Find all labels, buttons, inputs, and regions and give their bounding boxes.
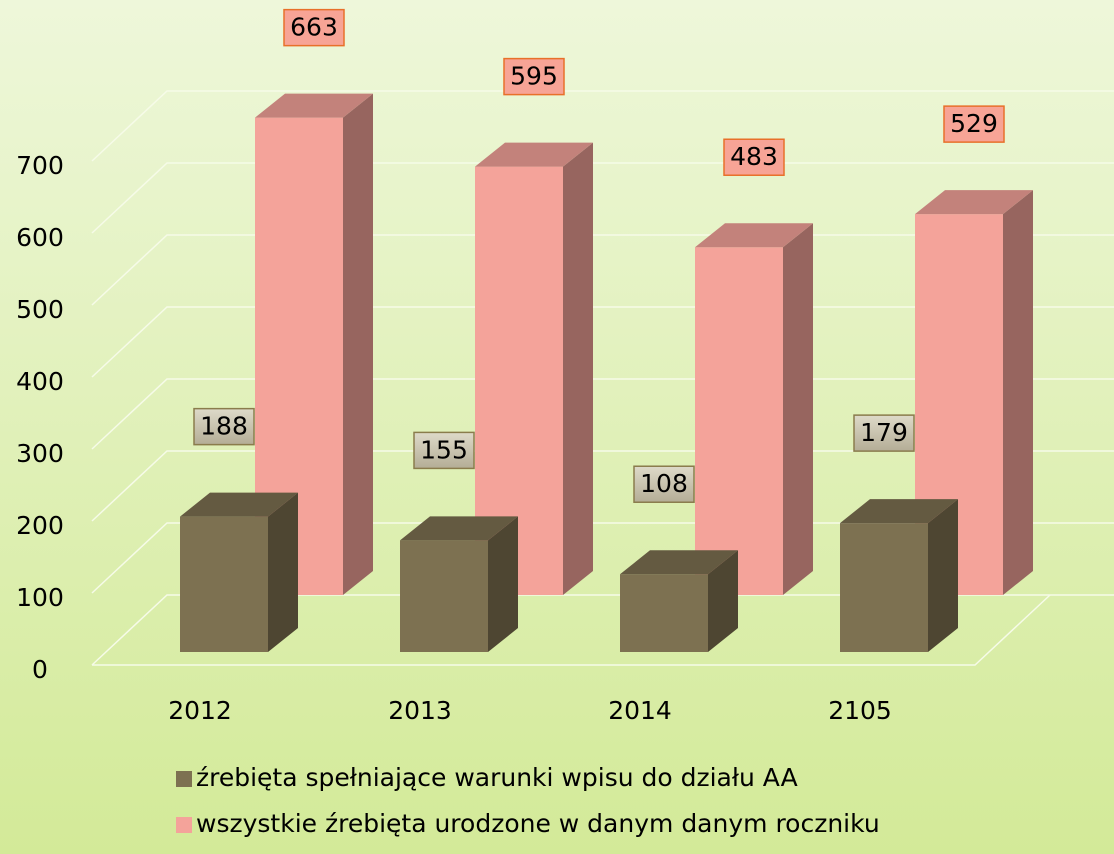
bar-side — [488, 516, 518, 652]
data-label: 529 — [950, 109, 998, 138]
data-label-box — [943, 105, 1005, 143]
x-tick-label: 2013 — [388, 696, 452, 725]
bar-top — [695, 223, 813, 248]
y-tick-label: 700 — [16, 151, 64, 180]
bar — [840, 499, 958, 652]
bar-side — [708, 550, 738, 652]
x-tick-label: 2014 — [608, 696, 672, 725]
bar — [695, 223, 813, 596]
legend-label: źrebięta spełniające warunki wpisu do dz… — [196, 763, 798, 792]
bar-front — [695, 247, 783, 596]
bar-side — [783, 223, 813, 596]
bar-side — [268, 492, 298, 652]
bar — [475, 142, 593, 595]
bar-front — [620, 574, 708, 652]
data-label: 595 — [510, 62, 558, 91]
bar-side — [928, 499, 958, 652]
bar — [400, 516, 518, 652]
bar-side — [343, 93, 373, 595]
y-tick-label: 0 — [32, 655, 48, 684]
legend-swatch — [176, 771, 192, 787]
bar-front — [840, 523, 928, 652]
bar-front — [400, 540, 488, 652]
y-tick-label: 600 — [16, 223, 64, 252]
bar-front — [180, 516, 268, 652]
bar-side — [563, 142, 593, 595]
data-label: 108 — [640, 469, 688, 498]
bar — [180, 492, 298, 652]
x-tick-label: 2105 — [828, 696, 892, 725]
bar-side — [1003, 190, 1033, 595]
bar-top — [180, 492, 298, 517]
bar-top — [255, 93, 373, 118]
data-label-box — [723, 138, 785, 176]
bar-top — [915, 190, 1033, 215]
data-label-box — [413, 431, 475, 470]
legend-label: wszystkie źrebięta urodzone w danym dany… — [196, 809, 880, 838]
bar — [620, 550, 738, 652]
bar-top — [475, 142, 593, 167]
data-label: 155 — [420, 435, 468, 464]
data-label: 188 — [200, 412, 248, 441]
floor-edge — [92, 594, 1051, 666]
data-label-box — [853, 414, 915, 452]
legend-swatch — [176, 817, 192, 833]
data-label-box — [633, 465, 695, 503]
grid-line — [91, 594, 1114, 666]
x-tick-label: 2012 — [168, 696, 232, 725]
y-tick-label: 300 — [16, 439, 64, 468]
bar-top — [840, 499, 958, 524]
data-label: 663 — [290, 13, 338, 42]
y-tick-label: 400 — [16, 367, 64, 396]
data-label: 483 — [730, 142, 778, 171]
grid-line — [91, 90, 1114, 162]
bar-top — [620, 550, 738, 575]
y-tick-label: 200 — [16, 511, 64, 540]
grid-line — [91, 162, 1114, 234]
data-label-box — [503, 57, 565, 96]
data-label: 179 — [860, 418, 908, 447]
y-tick-label: 100 — [16, 583, 64, 612]
bar-top — [400, 516, 518, 541]
data-label-box — [193, 407, 255, 446]
data-label-box — [283, 8, 345, 47]
y-tick-label: 500 — [16, 295, 64, 324]
